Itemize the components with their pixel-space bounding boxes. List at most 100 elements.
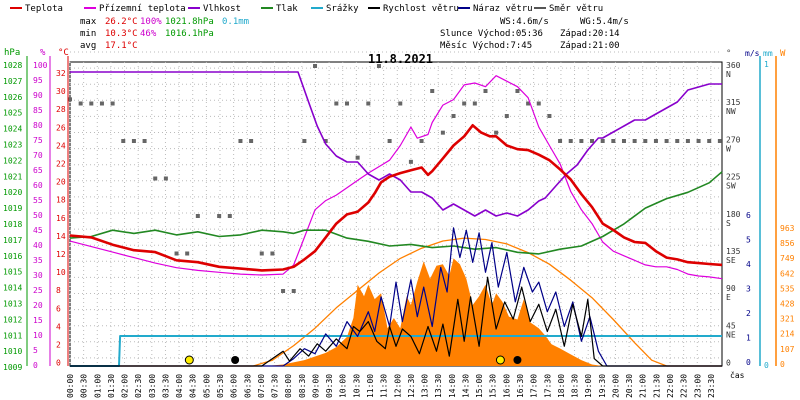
chart-title: 11.8.2021 [368,52,433,66]
hpa-tick: 1013 [3,300,22,309]
wind-dir-mark [376,64,381,68]
ms-tick: 4 [746,260,751,269]
wind-dir-mark [717,139,722,143]
x-tick: 18:30 [571,374,580,398]
celsius-tick: 0 [56,359,61,368]
stat-moon-set: Západ:21:00 [560,41,620,51]
wind-dir-mark [78,101,83,106]
wind-dir-mark [217,214,222,218]
temperature-line [69,124,723,272]
wind-dir-mark [440,130,445,135]
celsius-tick: 18 [56,196,66,205]
dir-tick: 90 [726,284,736,293]
wind-dir-mark [408,159,413,164]
x-tick: 03:00 [148,374,157,398]
x-tick: 08:30 [298,374,307,398]
percent-tick: 95 [33,76,43,85]
percent-unit-label: % [40,48,46,58]
stat-ws: WS:4.6m/s [500,17,549,27]
percent-tick: 45 [33,226,43,235]
wind-dir-mark [281,289,286,293]
celsius-tick: 30 [56,87,66,96]
wind-dir-mark [302,139,307,143]
dir-label: N [726,70,731,79]
dir-tick: 225 [726,173,741,182]
percent-tick: 85 [33,106,43,115]
x-tick: 09:30 [325,374,334,398]
wind-dir-mark [536,101,541,106]
watt-tick: 321 [780,315,795,324]
wind-dir-mark [430,89,435,93]
wind-dir-mark [515,89,520,93]
hpa-tick: 1018 [3,220,22,229]
wind-dir-mark [611,139,616,143]
wind-dir-mark [558,139,563,143]
ms-tick: 0 [746,358,751,367]
wind-dir-mark [174,251,179,256]
hpa-tick: 1019 [3,204,22,213]
wind-dir-mark [675,139,680,143]
hpa-tick: 1010 [3,347,22,356]
x-tick: 17:30 [543,374,552,398]
x-tick: 19:00 [584,374,593,398]
x-tick: 15:30 [489,374,498,398]
wind-dir-mark [621,139,626,143]
hpa-tick: 1028 [3,61,22,70]
wind-dir-mark [259,251,264,256]
degrees-unit-label: ° [726,49,731,59]
hpa-tick: 1016 [3,252,22,261]
x-tick: 15:00 [475,374,484,398]
x-tick: 23:30 [707,374,716,398]
hpa-tick: 1011 [3,331,22,340]
hpa-tick: 1017 [3,236,22,245]
x-tick: 13:00 [421,374,430,398]
wind-dir-mark [227,214,232,218]
wind-gust-line [70,227,722,367]
wind-dir-mark [163,176,168,181]
percent-tick: 0 [33,361,38,370]
wind-dir-mark [451,114,456,118]
x-tick: 18:00 [557,374,566,398]
legend-label: Směr větru [549,4,603,14]
wind-dir-mark [68,97,72,102]
percent-tick: 90 [33,91,43,100]
sunset-marker [495,355,505,365]
dir-label: S [726,219,731,228]
hpa-unit-label: hPa [4,48,20,58]
wind-dir-mark [185,251,190,256]
x-tick: 06:00 [230,374,239,398]
hpa-tick: 1025 [3,109,22,118]
ms-tick: 6 [746,211,751,220]
dir-label: SE [726,256,736,265]
celsius-tick: 26 [56,123,66,132]
watt-tick: 214 [780,330,795,339]
celsius-tick: 4 [56,322,61,331]
x-tick: 12:30 [407,374,416,398]
wind-dir-mark [99,101,104,106]
mm-tick: 1 [764,60,769,69]
ms-tick: 3 [746,285,751,294]
celsius-tick: 28 [56,105,66,114]
x-tick: 21:00 [639,374,648,398]
wind-dir-mark [238,139,243,143]
x-tick: 13:30 [434,374,443,398]
wind-dir-mark [504,114,509,118]
stat-max-label: max [80,17,97,27]
watt-tick: 0 [780,360,785,369]
wind-dir-mark [334,101,339,106]
wind-dir-mark [366,101,371,106]
hpa-tick: 1022 [3,156,22,165]
percent-tick: 80 [33,121,43,130]
legend-label: Teplota [25,4,63,14]
celsius-tick: 32 [56,69,66,78]
percent-tick: 60 [33,181,43,190]
hpa-tick: 1014 [3,284,22,293]
watt-tick: 428 [780,300,795,309]
dir-tick: 360 [726,61,741,70]
ms-unit-label: m/s [745,49,760,58]
moonset-marker [513,356,522,364]
dir-label: NW [726,107,736,116]
x-tick: 17:00 [530,374,539,398]
stat-min-temp: 10.3°C [105,29,138,39]
